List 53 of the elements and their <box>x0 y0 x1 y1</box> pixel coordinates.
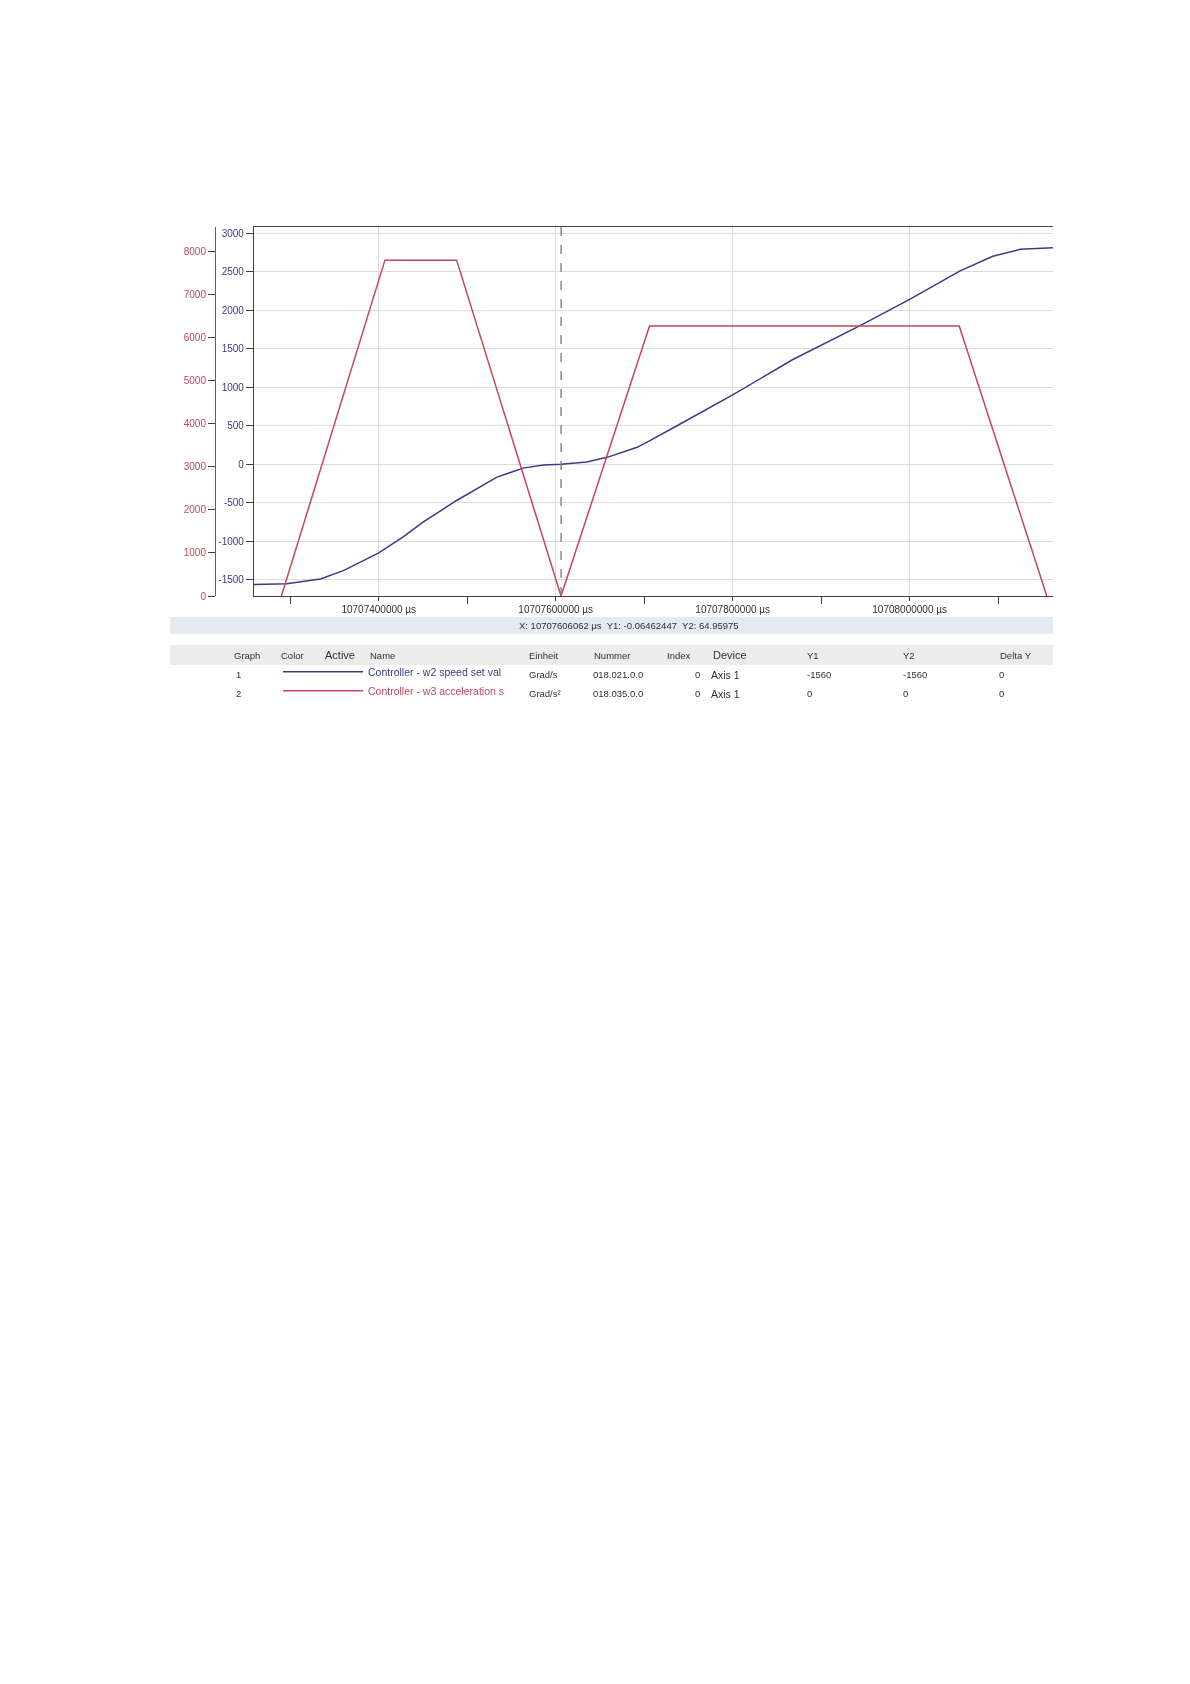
text: Name <box>370 650 396 661</box>
text: Active <box>325 649 355 661</box>
y2-tick-label: 3000 <box>183 461 207 473</box>
text: 018.035.0.0 <box>593 688 644 699</box>
text: Nummer <box>594 650 631 661</box>
y-tick-label: -1000 <box>218 535 245 547</box>
text: Grad/s <box>529 669 558 680</box>
y-tick-label: 2500 <box>221 266 245 278</box>
text: 018.021.0.0 <box>593 669 644 680</box>
text: Controller - w3 acceleration s <box>368 684 504 697</box>
text: 0 <box>695 688 701 699</box>
text: Y2 <box>903 650 915 661</box>
text: -1560 <box>807 669 832 680</box>
y-tick-label: -1500 <box>218 574 245 586</box>
text: Delta Y <box>1000 650 1032 661</box>
y-tick-label: 1000 <box>221 381 245 393</box>
text: 0 <box>999 688 1005 699</box>
text: Axis 1 <box>711 669 740 681</box>
text: Graph <box>234 650 261 661</box>
text: 1 <box>236 669 242 680</box>
text: Axis 1 <box>711 688 740 700</box>
text: Einheit <box>529 650 559 661</box>
x-tick-label: 10707800000 µs <box>695 604 771 616</box>
y-tick-label: 2000 <box>221 304 245 316</box>
text: X: 10707606062 µs Y1: -0.06462447 Y2: 64.95975 <box>519 620 739 631</box>
text: Color <box>281 650 304 661</box>
x-tick-label: 10707400000 µs <box>341 604 417 616</box>
text: Y1 <box>807 650 819 661</box>
text: 0 <box>999 669 1005 680</box>
y2-tick-label: 6000 <box>183 332 207 344</box>
y-tick-label: -500 <box>223 497 245 509</box>
text: Index <box>667 650 691 661</box>
y-tick-label: 3000 <box>221 227 245 239</box>
x-tick-label: 10707600000 µs <box>518 604 594 616</box>
y-tick-label: 500 <box>227 420 245 432</box>
x-tick-label: 10708000000 µs <box>872 604 948 616</box>
y-tick-label: 1500 <box>221 343 245 355</box>
y2-tick-label: 8000 <box>183 246 207 258</box>
text: 0 <box>903 688 909 699</box>
y2-tick-label: 0 <box>200 590 207 602</box>
y2-tick-label: 2000 <box>183 504 207 516</box>
y-tick-label: 0 <box>238 458 245 470</box>
text: -1560 <box>903 669 928 680</box>
text: Device <box>713 649 747 661</box>
text: 0 <box>807 688 813 699</box>
y2-tick-label: 4000 <box>183 418 207 430</box>
text: 2 <box>236 688 242 699</box>
text: Grad/s² <box>529 688 561 699</box>
text: Controller - w2 speed set val <box>368 665 502 678</box>
y2-tick-label: 1000 <box>183 547 207 559</box>
text: 0 <box>695 669 701 680</box>
y2-tick-label: 5000 <box>183 375 207 387</box>
y2-tick-label: 7000 <box>183 289 207 301</box>
